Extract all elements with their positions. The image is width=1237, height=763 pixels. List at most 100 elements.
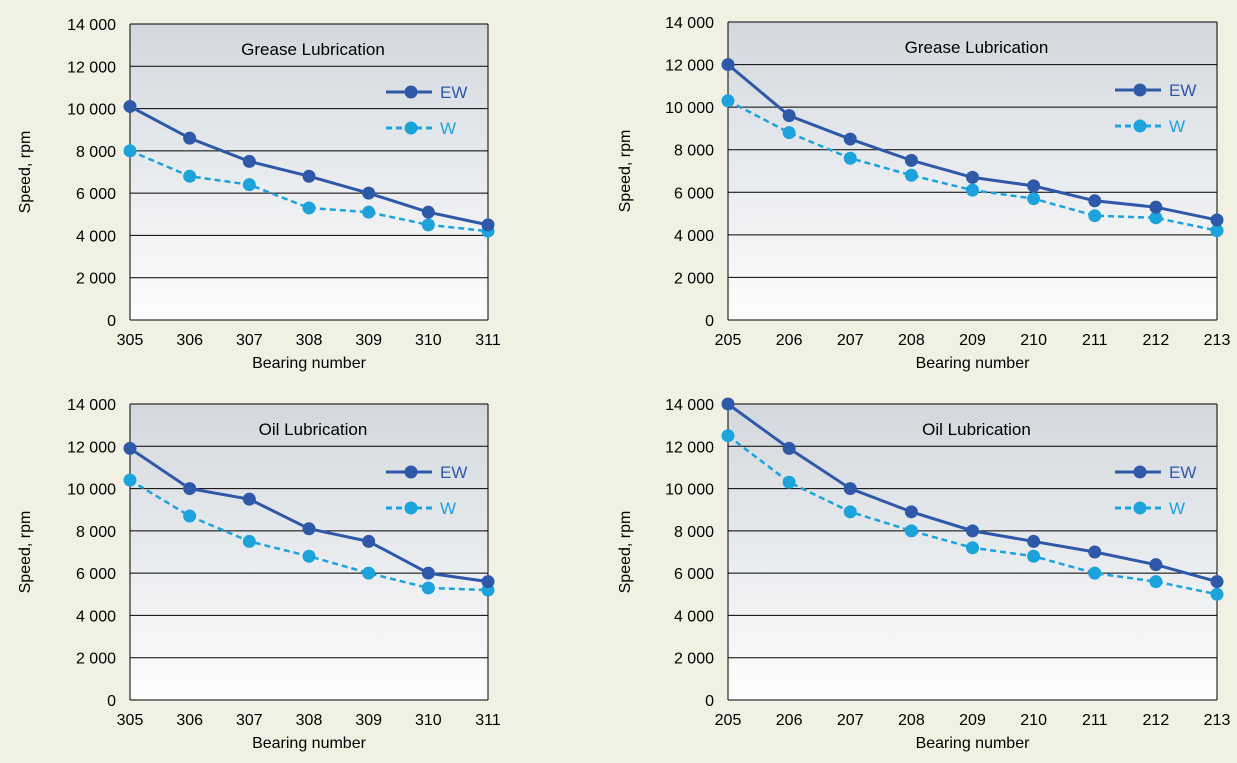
- chart-4-title: Oil Lubrication: [922, 420, 1031, 439]
- chart-4-series-w-point: [1210, 587, 1224, 601]
- chart-2-series-ew-point: [721, 58, 735, 72]
- chart-1-xtick-label: 310: [415, 332, 442, 349]
- chart-1-ytick-label: 2 000: [76, 271, 116, 288]
- chart-4-ytick-label: 10 000: [665, 482, 714, 499]
- chart-3-ytick-label: 0: [107, 693, 116, 710]
- chart-2-legend-ew-swatch-marker: [1133, 83, 1147, 97]
- chart-4-xtick-label: 205: [715, 712, 742, 729]
- chart-2-series-ew-point: [1027, 179, 1041, 193]
- chart-1-xtick-label: 311: [475, 332, 501, 349]
- chart-1-series-ew-point: [421, 205, 435, 219]
- chart-1-series-w-point: [123, 144, 137, 158]
- chart-4-series-w-point: [721, 429, 735, 443]
- chart-4-ytick-label: 6 000: [674, 566, 714, 583]
- chart-4-series-ew-point: [782, 441, 796, 455]
- chart-4-series-ew-point: [1210, 575, 1224, 589]
- chart-2-title: Grease Lubrication: [905, 38, 1049, 57]
- chart-2-ytick-label: 14 000: [665, 15, 714, 32]
- chart-1-legend-ew-swatch-marker: [404, 85, 418, 99]
- chart-1-series-ew-point: [183, 131, 197, 145]
- chart-2-xtick-label: 206: [776, 332, 803, 349]
- chart-1-series-w-point: [421, 218, 435, 232]
- chart-2-series-w-point: [1088, 209, 1102, 223]
- chart-1-xtick-label: 305: [117, 332, 144, 349]
- chart-3-legend-w-label: W: [440, 499, 456, 518]
- chart-2-series-w-point: [966, 183, 979, 197]
- chart-2-series-w-point: [1210, 224, 1224, 238]
- chart-2-y-axis-label: Speed, rpm: [617, 130, 634, 213]
- chart-2-series-w-point: [843, 151, 857, 165]
- chart-1-title: Grease Lubrication: [241, 40, 385, 59]
- chart-4-series-w-point: [1149, 575, 1163, 589]
- chart-3-series-ew-point: [183, 482, 197, 496]
- chart-4-xtick-label: 206: [776, 712, 803, 729]
- chart-3-xtick-label: 306: [176, 712, 203, 729]
- chart-2-x-axis-label: Bearing number: [916, 355, 1031, 372]
- chart-1-series-ew-point: [123, 99, 137, 113]
- chart-4-series-w-point: [782, 475, 796, 489]
- chart-3-series-ew-point: [362, 534, 376, 548]
- chart-4-legend-ew-swatch-marker: [1133, 465, 1147, 479]
- chart-1-series-ew-point: [242, 154, 256, 168]
- chart-3-legend-w-swatch-marker: [404, 501, 418, 515]
- chart-1: 0 2 000 4 000 6 000 8 000 10 000 12 000 14 000 3…: [17, 17, 501, 372]
- chart-2-ytick-label: 12 000: [665, 58, 714, 75]
- chart-3-series-ew-point: [242, 492, 256, 506]
- chart-4-series-ew-point: [1088, 545, 1102, 559]
- chart-1-series-w-point: [183, 169, 197, 183]
- chart-2-legend-ew-label: EW: [1169, 81, 1196, 100]
- chart-1-x-axis-label: Bearing number: [252, 355, 367, 372]
- chart-4-series-ew-point: [904, 505, 918, 519]
- chart-4-ytick-label: 12 000: [665, 439, 714, 456]
- chart-3-legend-ew-swatch-marker: [404, 465, 418, 479]
- chart-4-series-w-point: [1088, 566, 1102, 580]
- chart-3-xtick-label: 311: [475, 712, 501, 729]
- chart-1-xtick-label: 308: [296, 332, 323, 349]
- chart-3-ytick-label: 12 000: [67, 439, 116, 456]
- chart-2-series-ew-point: [1149, 200, 1163, 214]
- chart-1-ytick-label: 12 000: [67, 59, 116, 76]
- chart-3-ytick-label: 6 000: [76, 566, 116, 583]
- chart-3-series-w-point: [242, 534, 256, 548]
- chart-4-series-ew-point: [1027, 534, 1041, 548]
- chart-1-series-ew-point: [481, 218, 495, 232]
- chart-4-ytick-label: 4 000: [674, 608, 714, 625]
- chart-1-ytick-label: 0: [107, 313, 116, 330]
- chart-4-xtick-label: 208: [898, 712, 925, 729]
- chart-4-series-w-point: [1027, 549, 1041, 563]
- chart-2-series-ew-point: [843, 132, 857, 146]
- chart-2-series-ew-point: [782, 109, 796, 123]
- chart-3-series-w-point: [302, 549, 316, 563]
- chart-4-xtick-label: 207: [837, 712, 864, 729]
- chart-3-series-w-point: [362, 566, 376, 580]
- chart-2-xtick-label: 210: [1020, 332, 1047, 349]
- chart-1-ytick-label: 8 000: [76, 144, 116, 161]
- chart-2-xtick-label: 205: [715, 332, 742, 349]
- chart-1-series-w-point: [242, 178, 256, 192]
- chart-2-ytick-label: 8 000: [674, 143, 714, 160]
- chart-2-series-ew-point: [904, 153, 918, 167]
- chart-3-ytick-label: 8 000: [76, 524, 116, 541]
- chart-4-ytick-label: 0: [705, 693, 714, 710]
- chart-4-legend-w-swatch-marker: [1133, 501, 1147, 515]
- chart-4-xtick-label: 213: [1204, 712, 1231, 729]
- chart-2-legend-w-label: W: [1169, 117, 1185, 136]
- chart-2-ytick-label: 2 000: [674, 270, 714, 287]
- chart-4-series-ew-point: [843, 482, 857, 496]
- chart-3-title: Oil Lubrication: [259, 420, 368, 439]
- chart-1-ytick-label: 10 000: [67, 102, 116, 119]
- chart-4-x-axis-label: Bearing number: [916, 735, 1031, 752]
- chart-1-xtick-label: 307: [236, 332, 263, 349]
- chart-1-series-ew-point: [302, 169, 316, 183]
- chart-2-xtick-label: 209: [959, 332, 986, 349]
- chart-4-legend-ew-label: EW: [1169, 463, 1196, 482]
- chart-4-series-ew-point: [966, 524, 979, 538]
- chart-2: 0 2 000 4 000 6 000 8 000 10 000 12 000 14 000 2…: [617, 15, 1230, 372]
- chart-4-xtick-label: 209: [959, 712, 986, 729]
- chart-2-xtick-label: 213: [1204, 332, 1231, 349]
- chart-2-series-w-point: [1027, 192, 1041, 206]
- chart-2-xtick-label: 211: [1082, 332, 1108, 349]
- chart-2-ytick-label: 0: [705, 313, 714, 330]
